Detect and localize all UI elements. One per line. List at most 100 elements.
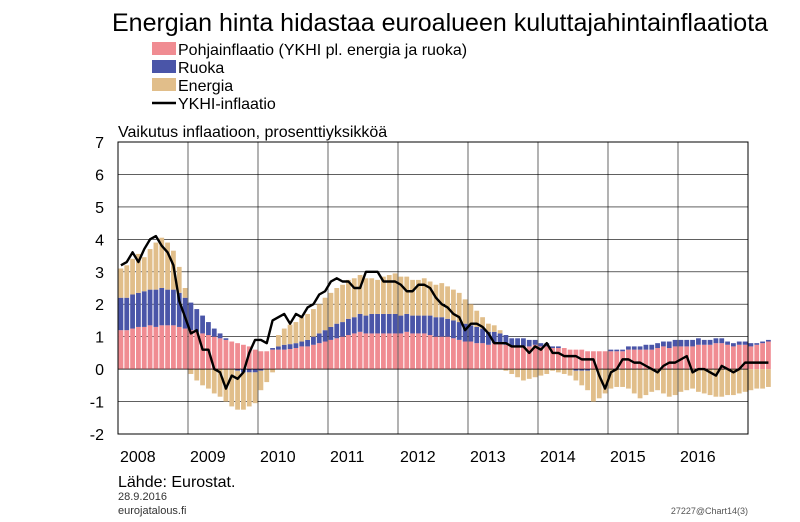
bar-energy xyxy=(206,369,211,389)
bar-food xyxy=(462,323,468,342)
bar-food xyxy=(427,315,433,336)
bar-food xyxy=(165,289,170,326)
bar-energy xyxy=(486,323,491,332)
bar-core xyxy=(351,333,357,370)
bar-food xyxy=(661,341,666,347)
bar-core xyxy=(130,328,135,370)
bar-food xyxy=(130,294,135,329)
bar-energy xyxy=(521,369,526,381)
bar-food xyxy=(404,313,410,332)
bar-core xyxy=(503,344,509,370)
bar-food xyxy=(742,341,748,345)
bar-energy xyxy=(427,281,433,316)
bar-energy xyxy=(684,369,690,391)
bar-energy xyxy=(509,369,515,374)
bar-energy xyxy=(596,369,602,399)
bar-core xyxy=(521,346,526,370)
bar-food xyxy=(713,338,719,344)
bar-food xyxy=(287,344,293,349)
bar-energy xyxy=(229,369,235,407)
bar-core xyxy=(404,331,410,370)
bar-core xyxy=(316,343,322,370)
bar-core xyxy=(328,339,334,370)
bar-energy xyxy=(591,369,596,402)
y-tick-label: 3 xyxy=(95,265,104,282)
bar-energy xyxy=(311,309,316,337)
bar-food xyxy=(136,292,141,327)
bar-food xyxy=(421,315,427,334)
bar-core xyxy=(147,325,153,370)
bar-energy xyxy=(141,257,147,292)
bar-core xyxy=(159,325,165,370)
bar-food xyxy=(556,346,561,349)
bar-core xyxy=(381,333,386,370)
bar-energy xyxy=(707,369,713,396)
bar-food xyxy=(381,313,386,334)
bar-core xyxy=(258,351,264,370)
bar-energy xyxy=(165,242,170,290)
bar-core xyxy=(649,349,655,370)
bar-core xyxy=(696,344,701,370)
bar-energy xyxy=(748,369,754,391)
bar-energy xyxy=(421,278,427,316)
bar-core xyxy=(398,333,404,370)
bar-core xyxy=(211,336,217,370)
site-name: eurojatalous.fi xyxy=(118,505,187,517)
x-tick-label: 2009 xyxy=(190,449,226,466)
legend-label: Energia xyxy=(178,78,233,95)
bar-food xyxy=(538,343,544,347)
bar-core xyxy=(725,344,730,370)
bar-food xyxy=(690,339,695,347)
chart-subtitle: Vaikutus inflaatioon, prosenttiyksikköä xyxy=(118,124,387,141)
bar-food xyxy=(731,343,736,347)
bar-energy xyxy=(211,369,217,394)
legend-swatch xyxy=(152,42,176,55)
bar-energy xyxy=(287,324,293,345)
bar-energy xyxy=(701,369,707,394)
y-tick-label: -2 xyxy=(90,427,104,444)
bar-food xyxy=(719,338,725,344)
bar-energy xyxy=(276,335,281,347)
bar-energy xyxy=(672,369,678,396)
bar-core xyxy=(526,346,532,370)
bar-energy xyxy=(544,369,550,374)
bar-core xyxy=(532,344,538,370)
publish-date: 28.9.2016 xyxy=(118,491,167,503)
bar-food xyxy=(451,320,456,339)
x-tick-label: 2015 xyxy=(610,449,646,466)
bar-core xyxy=(672,346,678,370)
bar-food xyxy=(171,289,176,326)
bar-core xyxy=(690,346,695,370)
bar-food xyxy=(509,338,515,347)
bar-core xyxy=(118,330,124,370)
bar-core xyxy=(410,333,415,370)
bar-food xyxy=(643,344,649,350)
bar-core xyxy=(386,333,392,370)
legend-swatch xyxy=(152,78,176,91)
y-tick-label: 0 xyxy=(95,362,104,379)
bar-core xyxy=(766,341,771,370)
bar-energy xyxy=(526,369,532,379)
chart-title: Energian hinta hidastaa euroalueen kulut… xyxy=(112,9,768,37)
y-tick-label: 1 xyxy=(95,330,104,347)
bar-energy xyxy=(614,369,620,387)
bar-energy xyxy=(270,369,275,373)
y-tick-label: 4 xyxy=(95,232,104,249)
bar-energy xyxy=(515,369,520,378)
bar-food xyxy=(392,313,398,334)
bar-food xyxy=(748,343,754,347)
bar-food xyxy=(416,315,421,334)
bar-core xyxy=(124,330,130,370)
bar-food xyxy=(696,338,701,345)
bar-food xyxy=(497,333,503,344)
bar-food xyxy=(200,315,205,334)
bar-core xyxy=(573,349,579,370)
bar-food xyxy=(684,339,690,347)
bar-core xyxy=(375,333,380,370)
bar-food xyxy=(649,344,655,350)
plot-frame xyxy=(117,141,749,435)
bar-food xyxy=(637,346,643,350)
bar-food xyxy=(631,346,637,350)
bar-food xyxy=(468,325,474,342)
bar-energy xyxy=(433,284,439,318)
